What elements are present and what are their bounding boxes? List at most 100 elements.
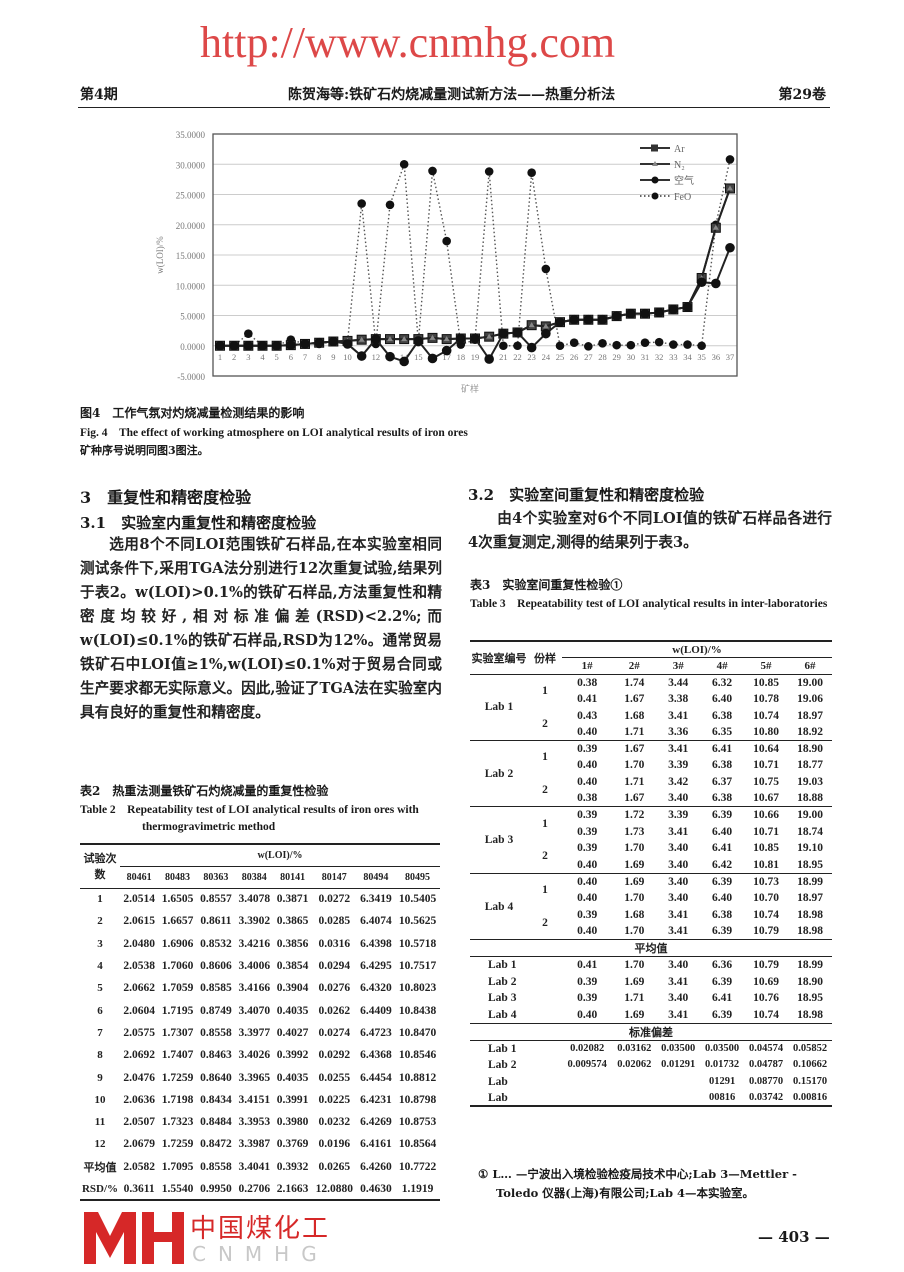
table3-header-row: 实验室编号 份样 w(LOI)/% [470, 641, 832, 675]
data-point-air [682, 302, 693, 312]
table-row: 0.41 1.67 3.38 6.40 10.78 19.06 [470, 691, 832, 708]
data-point-feo [357, 199, 366, 208]
cell-value: 0.4027 [276, 1026, 309, 1039]
table2-caption-en: Table 2 Repeatability test of LOI analyt… [80, 804, 419, 833]
cell-value: 6.32 [712, 676, 733, 689]
legend-marker [651, 144, 658, 152]
table2-column-row: 80461 80483 80363 80384 80141 80147 80494 80495 [80, 866, 440, 889]
column-header: 80495 [395, 866, 440, 889]
table-row: 0.39 1.73 3.41 6.40 10.71 18.74 [470, 824, 832, 841]
data-point-air [725, 242, 735, 253]
data-point-air [427, 353, 438, 364]
cell-value: 3.40 [668, 992, 689, 1005]
cell-value: 6.4454 [360, 1071, 392, 1084]
cell-value: 1.1919 [401, 1182, 434, 1195]
cell-value: 18.90 [797, 975, 823, 988]
data-point-feo [385, 200, 395, 210]
mean-row: Lab 2 0.39 1.69 3.41 6.39 10.69 18.90 [470, 973, 832, 990]
table-row: 9 2.0476 1.7259 0.8640 3.3965 0.4035 0.0255 6.4… [80, 1066, 440, 1088]
cell-value [656, 1090, 700, 1107]
group-header: w(LOI)/% [120, 844, 440, 867]
cell-value: 2.0476 [123, 1071, 155, 1084]
cell-value: 0.40 [577, 892, 598, 905]
cell-value: 12.0880 [315, 1182, 353, 1195]
cell-value: 6.4295 [360, 960, 392, 973]
legend-marker [651, 176, 659, 184]
cell-value: 6.39 [712, 1008, 733, 1021]
cell-value: 0.0294 [318, 960, 351, 973]
cell-value: 0.08770 [748, 1076, 784, 1088]
data-point-air [583, 314, 594, 325]
data-point-air [668, 304, 679, 315]
cell-value: 0.8472 [200, 1138, 232, 1151]
y-tick-label: 25.0000 [176, 191, 206, 201]
data-point-air [611, 311, 622, 321]
row-label: 12 [94, 1138, 106, 1151]
cell-value: 0.4035 [276, 1071, 309, 1084]
cell-value: 10.5718 [398, 937, 437, 950]
cell-value: 3.41 [668, 825, 689, 838]
cell-value: 10.8023 [398, 982, 437, 995]
x-tick-label: 37 [726, 352, 735, 362]
cell-value: 10.69 [753, 975, 779, 988]
cell-value: 2.0480 [123, 937, 155, 950]
cell-value: 6.3419 [360, 893, 392, 906]
cell-value: 1.68 [624, 709, 645, 722]
cell-value: 3.41 [656, 740, 701, 758]
cell-value: 3.3953 [238, 1116, 271, 1129]
cell-value: 0.8749 [200, 1004, 232, 1017]
row-label: 7 [97, 1026, 103, 1039]
cell-value: 0.41 [577, 693, 598, 706]
data-point-air [371, 334, 381, 344]
cell-value: 3.4070 [238, 1004, 271, 1017]
x-tick-label: 30 [627, 352, 636, 362]
cell-value: 1.70 [624, 892, 645, 905]
table-row: 0.40 1.69 3.40 6.42 10.81 18.95 [470, 857, 832, 874]
table-row: Lab 2 1 0.39 1.67 3.41 6.41 10.64 18.90 [470, 740, 832, 807]
portion-label: 1 [528, 806, 562, 841]
cell-value: 10.66 [744, 806, 788, 824]
x-axis-label: 矿样 [461, 383, 479, 395]
portion-label: 2 [542, 717, 548, 730]
spacer-cell [528, 1090, 562, 1107]
cell-value: 18.90 [788, 740, 832, 758]
cell-value: 2.0679 [123, 1138, 155, 1151]
sd-row: Lab 00816 0.03742 0.00816 [470, 1090, 832, 1107]
data-point-air [555, 317, 565, 327]
data-point-air [271, 340, 282, 351]
cell-value: 0.39 [577, 992, 598, 1005]
group-header: w(LOI)/% [562, 641, 832, 659]
cell-value: 19.03 [797, 776, 823, 789]
lab-label: Lab [488, 1091, 508, 1104]
table-row: 7 2.0575 1.7307 0.8558 3.3977 0.4027 0.0274 6.4… [80, 1022, 440, 1044]
cell-value: 6.4368 [360, 1049, 392, 1062]
table-row: 10 2.0636 1.7198 0.8434 3.4151 0.3991 0.0225 6.… [80, 1089, 440, 1111]
portion-label: 1 [528, 740, 562, 774]
figure-caption-cn: 图4 工作气氛对灼烧减量检测结果的影响 [80, 406, 305, 420]
cell-value: 0.03500 [705, 1043, 740, 1055]
table2-caption-cn: 表2 热重法测量铁矿石灼烧减量的重复性检验 [80, 784, 329, 798]
cell-value: 3.40 [668, 792, 689, 805]
cell-value: 18.98 [797, 925, 823, 938]
cnmhg-logo: 中国煤化工 CNMHG [80, 1208, 410, 1268]
x-tick-label: 25 [556, 352, 565, 362]
data-point-air [526, 342, 537, 353]
column-header: 80141 [273, 866, 312, 889]
cell-value: 3.40 [668, 959, 689, 972]
cell-value: 10.81 [753, 858, 779, 871]
column-header: 5# [744, 657, 788, 675]
watermark-url: http://www.cnmhg.com [200, 18, 616, 67]
cell-value: 1.6657 [161, 915, 194, 928]
x-tick-label: 1 [218, 352, 222, 362]
legend-label: N₂ [674, 160, 685, 171]
cell-value: 1.73 [624, 825, 645, 838]
cell-value: 1.7195 [161, 1004, 194, 1017]
data-point-n2 [387, 336, 393, 342]
cell-value: 1.71 [624, 992, 645, 1005]
cell-value: 1.69 [624, 975, 645, 988]
data-point-feo [527, 168, 536, 178]
row-label: 10 [94, 1093, 106, 1106]
section-3-1-body: 选用8个不同LOI范围铁矿石样品,在本实验室相同测试条件下,采用TGA法分别进行… [80, 536, 442, 721]
lab-label: Lab 1 [488, 959, 517, 972]
cell-value: 1.69 [624, 1008, 645, 1021]
